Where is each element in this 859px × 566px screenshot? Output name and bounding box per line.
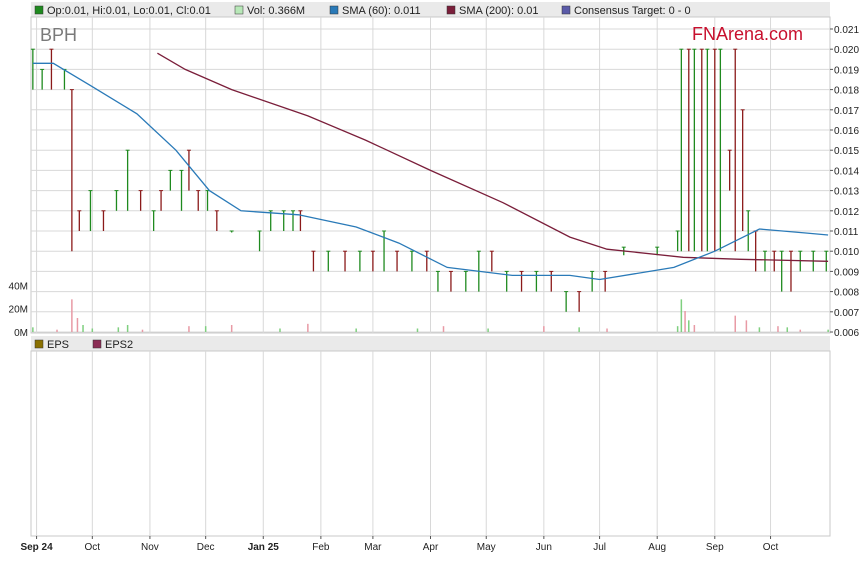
- brand-logo: FNArena.com: [692, 24, 803, 44]
- date-axis-label: Sep 24: [20, 542, 53, 553]
- price-axis: 0.021 0.020 0.019 0.018 0.017 0.016 0.015 0.014…: [830, 25, 859, 339]
- price-bars: [30, 48, 829, 312]
- volume-bar: [680, 299, 683, 332]
- price-axis-label: 0.007: [834, 308, 859, 319]
- price-axis-label: 0.018: [834, 86, 859, 97]
- chart-title: BPH: [40, 25, 77, 45]
- price-axis-label: 0.006: [834, 328, 859, 339]
- date-axis-label: Jan 25: [248, 542, 280, 553]
- volume-bar: [307, 323, 309, 332]
- volume-bar: [688, 320, 690, 332]
- price-axis-label: 0.013: [834, 187, 859, 198]
- volume-bar: [827, 329, 829, 332]
- date-axis-label: Aug: [648, 542, 666, 553]
- volume-bar: [487, 328, 489, 332]
- moving-averages: [32, 52, 829, 281]
- volume-bar: [71, 299, 73, 332]
- eps-legend-bar: [31, 336, 830, 351]
- volume-bar: [734, 315, 736, 332]
- volume-bar: [442, 326, 445, 332]
- grid: [31, 17, 830, 333]
- legend-consensus: Consensus Target: 0 - 0: [574, 5, 691, 17]
- sma60-swatch: [329, 5, 339, 15]
- volume-bar: [230, 325, 233, 332]
- consensus-swatch: [561, 5, 571, 15]
- date-axis-label: Feb: [312, 542, 330, 553]
- eps-swatch: [34, 339, 44, 349]
- price-axis-label: 0.009: [834, 267, 859, 278]
- ohlc-swatch: [34, 5, 44, 15]
- legend-sma60: SMA (60): 0.011: [342, 5, 421, 17]
- date-axis-label: Nov: [141, 542, 159, 553]
- legend-sma200: SMA (200): 0.01: [459, 5, 539, 17]
- volume-bar: [416, 328, 419, 332]
- volume-bars: [32, 299, 829, 332]
- price-axis-label: 0.010: [834, 247, 859, 258]
- date-axis-label: Oct: [85, 542, 101, 553]
- volume-bar: [758, 327, 761, 332]
- legend-ohlc: Op:0.01, Hi:0.01, Lo:0.01, Cl:0.01: [47, 5, 211, 17]
- price-axis-label: 0.021: [834, 25, 859, 36]
- volume-axis-label: 40M: [9, 281, 28, 292]
- volume-axis-label: 0M: [14, 328, 28, 339]
- sma200-swatch: [446, 5, 456, 15]
- volume-bar: [126, 325, 129, 332]
- volume-bar: [82, 325, 84, 332]
- price-axis-label: 0.012: [834, 207, 859, 218]
- legend-bar: [31, 2, 830, 17]
- price-axis-label: 0.016: [834, 126, 859, 137]
- volume-bar: [204, 326, 207, 332]
- volume-bar: [606, 328, 608, 332]
- date-axis-label: Dec: [197, 542, 215, 553]
- legend-eps2: EPS2: [105, 339, 133, 351]
- volume-bar: [799, 329, 802, 332]
- volume-bar: [578, 327, 580, 332]
- volume-axis-label: 20M: [9, 305, 28, 316]
- price-axis-label: 0.019: [834, 65, 859, 76]
- volume-bar: [117, 327, 120, 332]
- eps2-swatch: [92, 339, 102, 349]
- volume-bar: [76, 318, 79, 332]
- volume-bar: [355, 328, 357, 332]
- price-axis-label: 0.008: [834, 288, 859, 299]
- legend-vol: Vol: 0.366M: [247, 5, 305, 17]
- price-axis-label: 0.020: [834, 45, 859, 56]
- volume-bar: [91, 328, 94, 332]
- vol-swatch: [234, 5, 244, 15]
- price-axis-label: 0.011: [834, 227, 859, 238]
- volume-bar: [543, 326, 545, 332]
- date-axis: Sep 24 Oct Nov Dec Jan 25 Feb Mar Apr May Jun Jul A…: [20, 536, 779, 553]
- date-axis-label: Mar: [364, 542, 382, 553]
- volume-bar: [56, 329, 58, 332]
- date-axis-label: Oct: [763, 542, 779, 553]
- date-axis-label: Jun: [536, 542, 552, 553]
- volume-bar: [745, 320, 748, 332]
- volume-axis: 40M 20M 0M: [9, 281, 28, 339]
- volume-bar: [188, 326, 190, 332]
- volume-bar: [141, 329, 144, 332]
- date-axis-label: Sep: [706, 542, 724, 553]
- volume-bar: [777, 326, 779, 332]
- volume-bar: [676, 326, 679, 332]
- date-axis-label: Apr: [423, 542, 439, 553]
- sma60-line: [32, 62, 829, 281]
- price-axis-label: 0.015: [834, 146, 859, 157]
- volume-bar: [786, 327, 789, 332]
- date-axis-label: Jul: [593, 542, 606, 553]
- eps-grid: [36, 351, 772, 536]
- legend-eps: EPS: [47, 339, 69, 351]
- price-axis-label: 0.014: [834, 166, 859, 177]
- date-axis-label: May: [477, 542, 496, 553]
- volume-bar: [693, 325, 696, 332]
- volume-bar: [32, 327, 34, 332]
- volume-bar: [684, 311, 686, 332]
- price-axis-label: 0.017: [834, 106, 859, 117]
- volume-bar: [279, 328, 281, 332]
- sma200-line: [157, 52, 829, 262]
